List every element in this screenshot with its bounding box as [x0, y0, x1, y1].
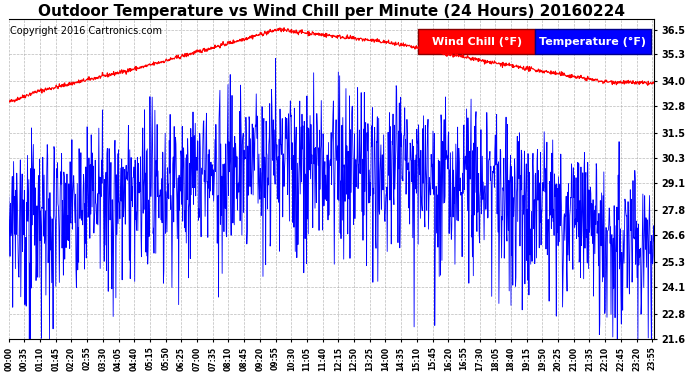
- Title: Outdoor Temperature vs Wind Chill per Minute (24 Hours) 20160224: Outdoor Temperature vs Wind Chill per Mi…: [38, 4, 625, 19]
- FancyBboxPatch shape: [535, 29, 651, 54]
- Text: Temperature (°F): Temperature (°F): [540, 36, 647, 46]
- FancyBboxPatch shape: [419, 29, 535, 54]
- Text: Wind Chill (°F): Wind Chill (°F): [431, 36, 522, 46]
- Text: Copyright 2016 Cartronics.com: Copyright 2016 Cartronics.com: [10, 26, 162, 36]
